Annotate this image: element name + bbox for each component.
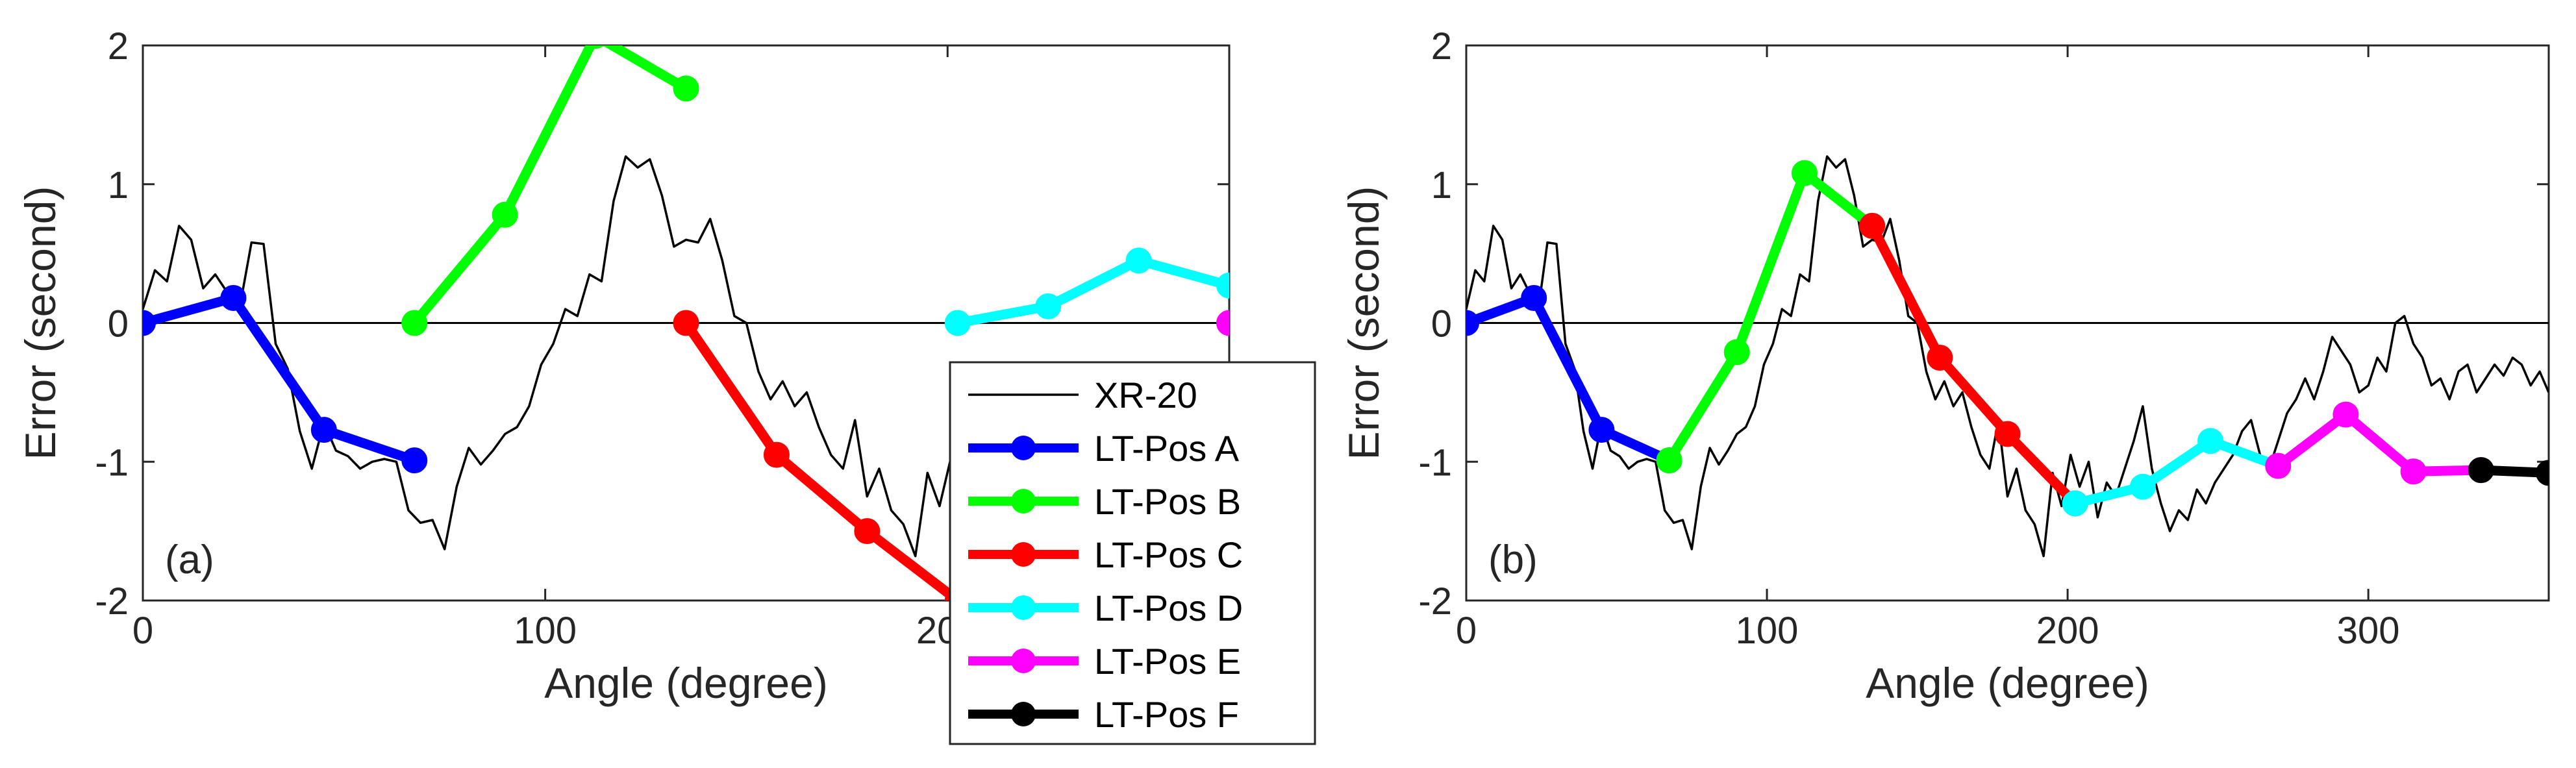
- data-point-lt-pos-b: [1656, 447, 1682, 474]
- legend-entry-e: LT-Pos E: [968, 641, 1241, 682]
- legend-entry-f: LT-Pos F: [968, 694, 1239, 735]
- legend-swatch-marker: [1011, 702, 1036, 726]
- legend-entry-d: LT-Pos D: [968, 588, 1243, 628]
- y-axis-title: Error (second): [1340, 186, 1388, 460]
- data-point-lt-pos-d: [1035, 293, 1062, 319]
- series-line-lt-pos-e: [2273, 410, 2486, 477]
- data-point-lt-pos-e: [2332, 401, 2359, 428]
- data-point-lt-pos-c: [854, 518, 881, 545]
- legend-label: LT-Pos D: [1094, 588, 1243, 628]
- panel-label: (a): [165, 538, 214, 582]
- legend-entry-a: LT-Pos A: [968, 428, 1240, 469]
- legend-label: LT-Pos A: [1094, 428, 1240, 469]
- y-tick-label: 0: [108, 303, 129, 345]
- series-line-lt-pos-b: [1664, 168, 1877, 465]
- data-point-lt-pos-b: [492, 201, 518, 228]
- legend-label: LT-Pos E: [1094, 641, 1241, 682]
- data-point-lt-pos-b: [401, 310, 428, 336]
- data-point-lt-pos-f: [2536, 460, 2549, 486]
- x-tick-label: 300: [2337, 610, 2400, 652]
- data-point-lt-pos-c: [1927, 344, 1953, 371]
- legend-label: LT-Pos F: [1094, 694, 1239, 735]
- data-point-lt-pos-a: [1588, 417, 1615, 443]
- data-point-lt-pos-a: [310, 417, 337, 443]
- panel-label: (b): [1488, 538, 1538, 582]
- data-point-lt-pos-d: [1216, 272, 1229, 299]
- data-point-lt-pos-d: [2062, 490, 2088, 517]
- data-point-lt-pos-c: [763, 441, 790, 468]
- data-point-lt-pos-b: [586, 45, 605, 49]
- data-point-lt-pos-e: [2400, 458, 2427, 485]
- data-point-lt-pos-d: [1125, 247, 1152, 274]
- y-tick-label: 2: [108, 25, 129, 68]
- legend-swatch-marker: [1011, 595, 1036, 620]
- series-line-lt-pos-c: [1867, 221, 2081, 508]
- y-tick-label: 1: [108, 164, 129, 206]
- legend-label: LT-Pos C: [1094, 534, 1243, 575]
- x-tick-label: 100: [1736, 610, 1799, 652]
- data-point-lt-pos-c: [1859, 212, 1886, 239]
- panel-b: 0 100 200 300 -2 -1 0 1 2 Angle (degree) Error (se…: [1340, 25, 2550, 707]
- x-axis-title: Angle (degree): [1866, 659, 2149, 707]
- legend-entry-c: LT-Pos C: [968, 534, 1243, 575]
- data-point-lt-pos-d: [944, 310, 971, 336]
- x-tick-label: 200: [2036, 610, 2099, 652]
- data-point-lt-pos-a: [143, 310, 156, 336]
- series-line-lt-pos-b: [409, 45, 691, 328]
- data-point-lt-pos-d: [2197, 428, 2224, 454]
- legend-swatch-marker: [1011, 489, 1036, 514]
- data-point-lt-pos-a: [401, 447, 428, 474]
- plot-area: [1466, 155, 2549, 558]
- data-point-lt-pos-f: [2468, 457, 2494, 484]
- series-line-lt-pos-d: [2070, 436, 2283, 508]
- x-axis-title: Angle (degree): [544, 659, 828, 707]
- series-line-lt-pos-a: [143, 293, 419, 465]
- y-tick-label: 0: [1431, 303, 1452, 345]
- x-tick-label: 0: [132, 610, 153, 652]
- legend-swatch-marker: [1011, 649, 1036, 673]
- data-point-lt-pos-a: [1466, 310, 1479, 336]
- data-point-lt-pos-b: [1723, 339, 1750, 365]
- legend-swatch-marker: [1011, 542, 1036, 567]
- legend-label: LT-Pos B: [1094, 481, 1241, 522]
- y-tick-label: -1: [1418, 441, 1452, 484]
- data-point-lt-pos-b: [1791, 160, 1818, 186]
- legend: XR-20 LT-Pos A LT-Pos B LT-Pos C LT-Pos D LT-…: [949, 361, 1316, 745]
- series-line-xr-20: [1466, 155, 2549, 558]
- series-line-lt-pos-d: [953, 255, 1229, 328]
- y-tick-label: 2: [1431, 25, 1452, 68]
- data-point-lt-pos-a: [1521, 285, 1547, 312]
- y-tick-label: -2: [1418, 580, 1452, 623]
- data-point-lt-pos-e: [1216, 310, 1229, 336]
- series-line-lt-pos-a: [1466, 293, 1675, 465]
- data-point-lt-pos-c: [673, 310, 699, 336]
- series-line-lt-pos-c: [681, 318, 963, 601]
- y-axis-title: Error (second): [16, 186, 64, 460]
- y-tick-label: -2: [95, 580, 129, 623]
- data-point-lt-pos-a: [220, 285, 247, 312]
- data-point-lt-pos-e: [2265, 452, 2292, 479]
- legend-entry-xr: XR-20: [968, 375, 1197, 415]
- y-tick-label: 1: [1431, 164, 1452, 206]
- data-point-lt-pos-d: [2129, 473, 2156, 500]
- x-tick-label: 100: [514, 610, 577, 652]
- y-tick-label: -1: [95, 441, 129, 484]
- x-tick-label: 0: [1456, 610, 1477, 652]
- data-point-lt-pos-b: [673, 75, 699, 102]
- data-point-lt-pos-c: [1994, 421, 2021, 447]
- legend-label: XR-20: [1094, 375, 1197, 415]
- legend-swatch-marker: [1011, 436, 1036, 460]
- legend-entry-b: LT-Pos B: [968, 481, 1241, 522]
